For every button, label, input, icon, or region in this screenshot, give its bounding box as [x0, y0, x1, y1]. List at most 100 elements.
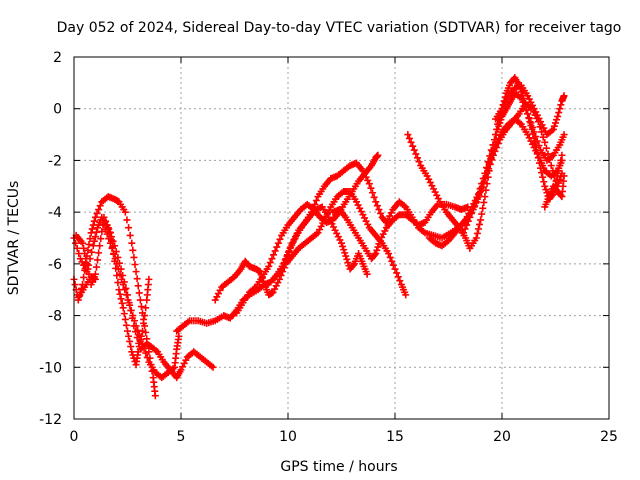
data-point: [85, 240, 93, 248]
data-point: [137, 335, 145, 343]
data-point: [409, 142, 417, 150]
data-point: [96, 202, 104, 210]
data-point: [283, 251, 291, 259]
data-point: [89, 242, 97, 250]
series-12: [459, 115, 566, 237]
data-point: [480, 175, 488, 183]
data-point: [552, 119, 559, 127]
data-point: [114, 265, 122, 273]
data-point: [542, 186, 550, 194]
data-point: [471, 202, 479, 210]
data-point: [517, 88, 525, 96]
data-point: [402, 291, 410, 299]
data-series: [70, 74, 568, 400]
y-axis-label: SDTVAR / TECUs: [6, 181, 22, 296]
data-point: [127, 306, 135, 314]
data-point: [209, 363, 217, 371]
data-point: [369, 189, 377, 197]
data-point: [373, 246, 381, 254]
data-point: [547, 162, 555, 170]
data-point: [393, 269, 401, 277]
data-point: [557, 191, 565, 199]
data-point: [98, 228, 106, 236]
data-point: [134, 326, 142, 334]
data-point: [539, 133, 547, 141]
data-point: [485, 159, 493, 167]
data-point: [121, 315, 129, 323]
data-point: [80, 244, 88, 252]
data-point: [138, 340, 146, 348]
data-point: [143, 335, 151, 343]
data-point: [389, 261, 397, 269]
data-point: [116, 270, 124, 278]
data-point: [134, 282, 142, 290]
data-point: [106, 229, 114, 237]
data-point: [131, 261, 139, 269]
data-point: [132, 322, 140, 330]
data-point: [371, 251, 379, 259]
data-point: [546, 156, 554, 164]
data-point: [560, 172, 568, 180]
data-point: [372, 198, 380, 206]
data-point: [142, 349, 150, 357]
data-point: [116, 290, 124, 298]
data-point: [134, 348, 142, 356]
data-point: [129, 312, 137, 320]
data-point: [120, 310, 128, 318]
data-point: [386, 253, 394, 261]
data-point: [367, 184, 375, 192]
data-point: [91, 275, 99, 283]
data-point: [474, 225, 482, 233]
data-point: [282, 255, 290, 263]
x-tick-label: 0: [70, 429, 79, 445]
data-point: [311, 200, 319, 208]
data-point: [132, 268, 140, 276]
data-point: [464, 203, 472, 211]
x-tick-label: 20: [493, 429, 511, 445]
data-point: [82, 255, 90, 263]
data-point: [87, 229, 95, 237]
data-point: [129, 246, 137, 254]
data-point: [111, 255, 119, 263]
data-point: [385, 250, 393, 258]
data-point: [84, 265, 92, 273]
data-point: [275, 270, 283, 278]
data-point: [88, 225, 96, 233]
data-point: [91, 233, 99, 241]
data-point: [90, 217, 98, 225]
series-8: [329, 200, 472, 263]
data-point: [544, 150, 552, 158]
series-4: [173, 203, 371, 335]
data-point: [128, 239, 136, 247]
data-point: [541, 138, 549, 146]
data-point: [477, 216, 485, 224]
data-point: [540, 178, 548, 186]
data-point: [135, 289, 143, 297]
data-point: [349, 261, 357, 269]
data-point: [83, 260, 91, 268]
data-point: [142, 328, 150, 336]
data-point: [363, 270, 371, 278]
data-point: [555, 179, 563, 187]
series-3: [100, 221, 183, 382]
data-point: [142, 304, 150, 312]
data-point: [461, 225, 469, 233]
data-point: [95, 249, 103, 257]
data-point: [113, 260, 121, 268]
data-point: [266, 259, 274, 267]
x-tick-label: 10: [279, 429, 297, 445]
data-point: [342, 252, 350, 260]
data-point: [474, 193, 482, 201]
data-point: [73, 244, 81, 252]
series-11: [492, 81, 568, 139]
data-point: [388, 257, 396, 265]
data-point: [144, 341, 152, 349]
data-point: [519, 94, 527, 102]
data-point: [108, 244, 116, 252]
data-point: [135, 331, 143, 339]
data-point: [560, 92, 568, 100]
data-point: [494, 120, 502, 128]
series-7: [275, 89, 568, 278]
data-point: [93, 209, 101, 217]
y-tick-label: -10: [39, 360, 62, 376]
